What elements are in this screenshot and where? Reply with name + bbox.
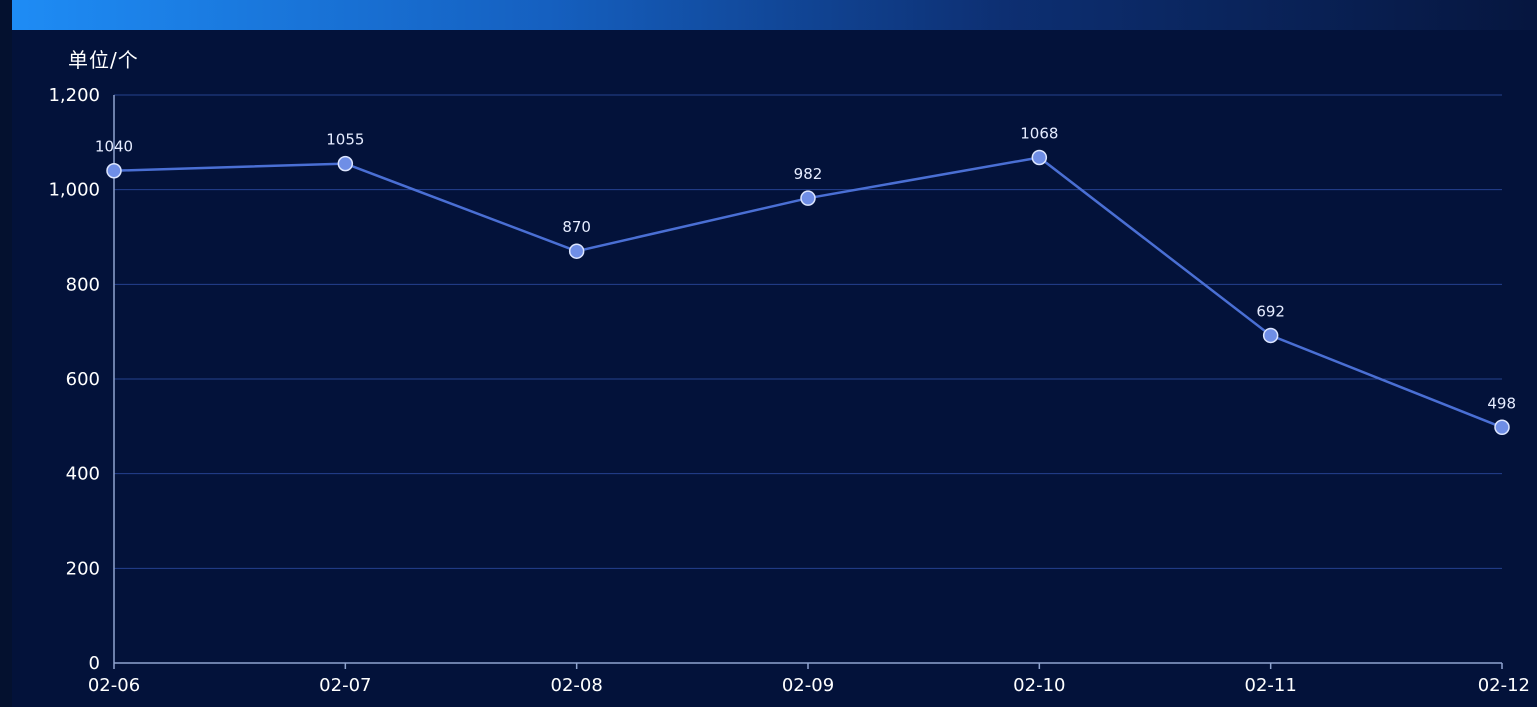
y-tick-label: 600 bbox=[66, 369, 100, 390]
x-tick-label: 02-08 bbox=[551, 675, 603, 696]
data-label: 1055 bbox=[326, 131, 364, 149]
data-labels: 1040 1055 870 982 1068 692 498 bbox=[95, 124, 1516, 412]
x-tick-label: 02-06 bbox=[88, 675, 140, 696]
y-tick-label: 200 bbox=[66, 558, 100, 579]
data-label: 1040 bbox=[95, 138, 133, 156]
data-point bbox=[800, 190, 816, 206]
chart-panel bbox=[12, 0, 1537, 707]
data-points bbox=[106, 149, 1510, 436]
x-tick-label: 02-10 bbox=[1013, 675, 1065, 696]
data-point bbox=[568, 243, 585, 259]
y-tick-label: 800 bbox=[66, 274, 100, 295]
x-tick-label: 02-09 bbox=[782, 675, 834, 696]
y-tick-label: 0 bbox=[89, 653, 100, 674]
x-tick-labels: 02-06 02-07 02-08 02-09 02-10 02-11 02-12 bbox=[88, 675, 1530, 696]
y-tick-label: 1,000 bbox=[48, 180, 100, 201]
x-tick-label: 02-12 bbox=[1478, 675, 1530, 696]
data-point bbox=[1031, 149, 1048, 166]
data-point bbox=[1494, 419, 1510, 436]
data-point bbox=[106, 162, 122, 179]
y-tick-label: 1,200 bbox=[48, 85, 100, 106]
panel-header-bar bbox=[12, 0, 1537, 30]
data-label: 982 bbox=[794, 165, 823, 183]
data-label: 870 bbox=[562, 218, 591, 236]
axes bbox=[113, 95, 1503, 669]
data-label: 498 bbox=[1487, 394, 1516, 412]
data-label: 692 bbox=[1256, 302, 1285, 320]
x-tick-label: 02-11 bbox=[1245, 675, 1297, 696]
gridlines bbox=[114, 94, 1502, 569]
y-tick-label: 400 bbox=[66, 464, 100, 485]
data-point bbox=[1262, 327, 1279, 344]
data-label: 1068 bbox=[1020, 124, 1058, 142]
data-point bbox=[337, 155, 354, 172]
x-tick-label: 02-07 bbox=[319, 675, 371, 696]
y-tick-labels: 0 200 400 600 800 1,000 1,200 bbox=[48, 85, 100, 674]
y-axis-unit-label: 单位/个 bbox=[68, 48, 139, 72]
